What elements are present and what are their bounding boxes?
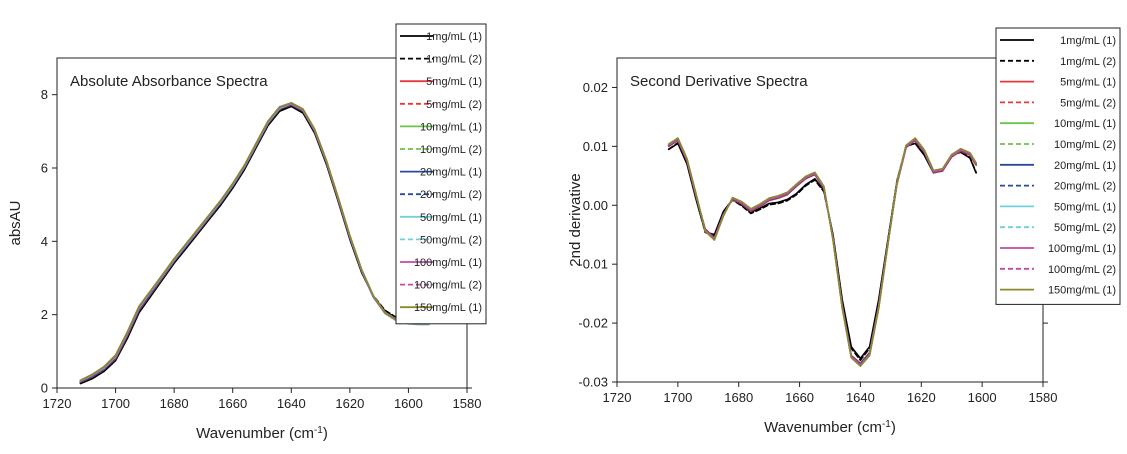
x-tick-label: 1660	[785, 390, 814, 405]
legend-label: 10mg/mL (2)	[1054, 139, 1116, 151]
y-axis-label: 2nd derivative	[567, 173, 584, 266]
legend-label: 20mg/mL (1)	[1054, 160, 1116, 172]
x-tick-label: 1620	[907, 390, 936, 405]
series-line	[667, 142, 977, 360]
y-tick-label: -0.02	[578, 316, 608, 331]
y-tick-label: 4	[41, 234, 48, 249]
x-tick-label: 1720	[603, 390, 632, 405]
legend-label: 10mg/mL (1)	[420, 121, 482, 133]
legend-label: 10mg/mL (1)	[1054, 118, 1116, 130]
legend-label: 1mg/mL (2)	[1060, 56, 1116, 68]
y-tick-label: 0.00	[583, 198, 608, 213]
legend-label: 50mg/mL (2)	[420, 234, 482, 246]
y-tick-label: 0.01	[583, 139, 608, 154]
legend-label: 150mg/mL (1)	[1048, 285, 1116, 297]
legend-label: 100mg/mL (1)	[1048, 243, 1116, 255]
x-tick-label: 1600	[394, 396, 423, 411]
series-line	[667, 137, 977, 367]
legend-label: 50mg/mL (2)	[1054, 222, 1116, 234]
series-line	[667, 138, 977, 366]
x-tick-label: 1680	[160, 396, 189, 411]
legend-box	[995, 27, 1121, 305]
legend-label: 1mg/mL (1)	[1060, 35, 1116, 47]
series-line	[79, 101, 430, 382]
x-axis-label: Wavenumber (cm-1)	[196, 425, 328, 443]
chart-title: Second Derivative Spectra	[630, 73, 808, 90]
series-line	[667, 137, 977, 367]
legend-label: 1mg/mL (2)	[426, 54, 482, 66]
series-line	[667, 139, 977, 365]
x-tick-label: 1580	[453, 396, 482, 411]
y-tick-label: 2	[41, 307, 48, 322]
legend-label: 5mg/mL (2)	[426, 99, 482, 111]
legend-box	[395, 23, 487, 325]
series-line	[667, 142, 977, 362]
x-tick-label: 1620	[335, 396, 364, 411]
x-tick-label: 1580	[1029, 390, 1058, 405]
series-line	[667, 139, 977, 365]
x-tick-label: 1640	[277, 396, 306, 411]
legend-label: 10mg/mL (2)	[420, 144, 482, 156]
series-line	[667, 137, 977, 366]
legend-label: 100mg/mL (2)	[1048, 264, 1116, 276]
legend-label: 50mg/mL (1)	[420, 212, 482, 224]
chart-panel-2: 1720 1700 1680 1660 1640 1620 1600 1580 -0.03 -0.…	[567, 27, 1121, 437]
legend-label: 5mg/mL (1)	[1060, 77, 1116, 89]
y-tick-label: 6	[41, 161, 48, 176]
y-tick-label: -0.01	[578, 257, 608, 272]
x-tick-label: 1660	[218, 396, 247, 411]
legend-label: 50mg/mL (1)	[1054, 201, 1116, 213]
y-axis-label: absAU	[7, 200, 24, 245]
legend-label: 100mg/mL (1)	[414, 257, 482, 269]
series-line	[667, 138, 977, 366]
legend-label: 150mg/mL (1)	[414, 302, 482, 314]
series-line	[667, 138, 977, 366]
legend-label: 20mg/mL (1)	[420, 167, 482, 179]
legend-label: 1mg/mL (1)	[426, 31, 482, 43]
y-tick-label: 8	[41, 87, 48, 102]
series-line	[667, 137, 977, 367]
y-tick-label: -0.03	[578, 375, 608, 390]
legend-label: 100mg/mL (2)	[414, 280, 482, 292]
x-tick-label: 1700	[663, 390, 692, 405]
legend-label: 5mg/mL (1)	[426, 76, 482, 88]
legend: 1mg/mL (1) 1mg/mL (2) 5mg/mL (1) 5mg/mL (2)…	[995, 27, 1121, 305]
x-tick-label: 1700	[101, 396, 130, 411]
legend-label: 5mg/mL (2)	[1060, 97, 1116, 109]
series-line	[667, 137, 977, 367]
legend: 1mg/mL (1) 1mg/mL (2) 5mg/mL (1) 5mg/mL (2)…	[395, 23, 487, 325]
chart-title: Absolute Absorbance Spectra	[70, 73, 268, 90]
series-line	[667, 139, 977, 364]
x-tick-label: 1720	[43, 396, 72, 411]
x-tick-label: 1640	[846, 390, 875, 405]
x-tick-label: 1600	[968, 390, 997, 405]
chart-panel-1: 1720 1700 1680 1660 1640 1620 1600 1580 0 2 4 6 8 Abs…	[7, 23, 487, 443]
legend-label: 20mg/mL (2)	[1054, 181, 1116, 193]
x-tick-label: 1680	[724, 390, 753, 405]
x-axis-label: Wavenumber (cm-1)	[764, 419, 896, 437]
y-tick-label: 0.02	[583, 80, 608, 95]
legend-label: 20mg/mL (2)	[420, 189, 482, 201]
y-tick-label: 0	[41, 381, 48, 396]
